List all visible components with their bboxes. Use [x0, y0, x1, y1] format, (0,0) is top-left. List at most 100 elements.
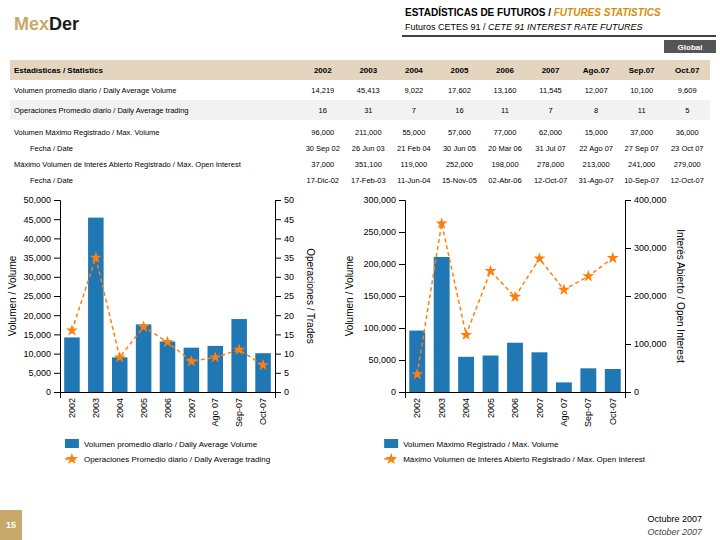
tick-label: Ago 07 [559, 398, 569, 427]
tick: 10,000 [23, 349, 60, 359]
table-header: 2007 [542, 66, 560, 75]
table-cell: 213,000 [583, 160, 610, 169]
tick-label: 50,000 [368, 355, 396, 365]
tick: 0 [275, 387, 289, 397]
table-cell: 30 Sep 02 [306, 144, 340, 153]
bar [507, 343, 523, 392]
table-header: 2003 [359, 66, 377, 75]
tick-label: 150,000 [363, 291, 396, 301]
bar [434, 257, 450, 392]
table-cell: 211,000 [355, 128, 382, 137]
bar [605, 369, 621, 392]
table-cell: 57,000 [448, 128, 471, 137]
marker [582, 270, 594, 281]
tick: 15 [275, 330, 294, 340]
table-header: Estadísticas / Statistics [14, 66, 103, 75]
bar [255, 353, 271, 392]
line [72, 258, 263, 366]
tick: 250,000 [363, 227, 405, 237]
table-header-bg [10, 60, 710, 80]
tick: 20,000 [23, 311, 60, 321]
legend-item: Máximo Volumen de Interés Abierto Regist… [384, 453, 646, 464]
tick: 200,000 [625, 291, 667, 301]
bar [136, 324, 152, 392]
bar [208, 346, 224, 392]
tick-label: 2004 [115, 398, 125, 418]
marker [209, 351, 221, 362]
tick-label: 0 [634, 387, 639, 397]
legend-label: Operaciones Promedio diario / Daily Aver… [84, 455, 270, 464]
table-cell: 198,000 [491, 160, 518, 169]
tick: Oct-07 [608, 398, 618, 425]
tick: 20 [275, 311, 294, 321]
marker [558, 283, 570, 294]
y-axis-title: Volumen / Volume [344, 255, 355, 336]
table-cell: 31 [364, 106, 372, 115]
tick-mark [275, 354, 281, 355]
tick: 5 [275, 368, 289, 378]
tick-label: 15 [284, 330, 294, 340]
marker [257, 359, 269, 370]
tick-label: 25 [284, 291, 294, 301]
tick-label: Oct-07 [258, 398, 268, 425]
tick: 0 [46, 387, 60, 397]
page-number: 15 [6, 520, 16, 530]
table-cell: 12-Oct-07 [534, 176, 567, 185]
table-cell: 11 [501, 106, 509, 115]
tick: 100,000 [363, 323, 405, 333]
marker [485, 265, 497, 276]
bar [64, 337, 80, 392]
tick-mark [399, 360, 405, 361]
tick-label: 10 [284, 349, 294, 359]
tick: Ago 07 [210, 398, 220, 427]
axis-line [626, 201, 632, 393]
x-axis: 200220032004200520062007Ago 07Sep-07Oct-… [61, 393, 276, 428]
tick-mark [54, 219, 60, 220]
tick-mark [54, 354, 60, 355]
table-header: 2004 [405, 66, 423, 75]
tick-mark [275, 296, 281, 297]
tick: 400,000 [625, 195, 667, 205]
tick-label: 35 [284, 253, 294, 263]
table-cell: 27 Sep 07 [625, 144, 659, 153]
subtitle-part: Futuros CETES 91 / [405, 22, 488, 32]
table-cell: 15-Nov-05 [442, 176, 477, 185]
tick-label: Sep-07 [583, 398, 593, 427]
logo-part: Mex [14, 14, 49, 34]
table-cell: 22 Ago 07 [579, 144, 613, 153]
y-axis-title: Volumen / Volume [7, 255, 18, 336]
tick-mark [275, 277, 281, 278]
header-rule [402, 35, 716, 37]
tick: 25,000 [23, 291, 60, 301]
chart: 200220032004200520062007Ago 07Sep-07Oct-… [344, 195, 686, 464]
table-cell: 10,100 [630, 86, 653, 95]
tick-label: 5,000 [28, 368, 51, 378]
tick-label: 200,000 [363, 259, 396, 269]
table-cell: 252,000 [446, 160, 473, 169]
tick: 15,000 [23, 330, 60, 340]
bar [184, 348, 200, 392]
axis-line [276, 201, 282, 393]
tick-label: Ago 07 [210, 398, 220, 427]
tick-mark [399, 232, 405, 233]
marker [411, 368, 423, 379]
tick-label: 2003 [91, 398, 101, 418]
tick-label: 40,000 [23, 234, 51, 244]
tick-label: 2007 [187, 398, 197, 418]
axis-line [54, 201, 61, 393]
tick: 300,000 [625, 243, 667, 253]
tick-mark [625, 248, 631, 249]
tick-label: 0 [46, 387, 51, 397]
marker [607, 252, 619, 263]
marker [533, 252, 545, 263]
tick-label: 5 [284, 368, 289, 378]
legend-item: Volumen promedio diario / Daily Average … [65, 439, 258, 449]
tick-label: 2006 [163, 398, 173, 418]
tick-label: 20,000 [23, 311, 51, 321]
table: Volumen Máximo Registrado / Max. Volume9… [14, 128, 704, 185]
table-cell: 16 [319, 106, 327, 115]
title-part: FUTURES STATISTICS [554, 7, 661, 18]
tick: 30,000 [23, 272, 60, 282]
tick: 2003 [91, 398, 101, 418]
tick: 35 [275, 253, 294, 263]
